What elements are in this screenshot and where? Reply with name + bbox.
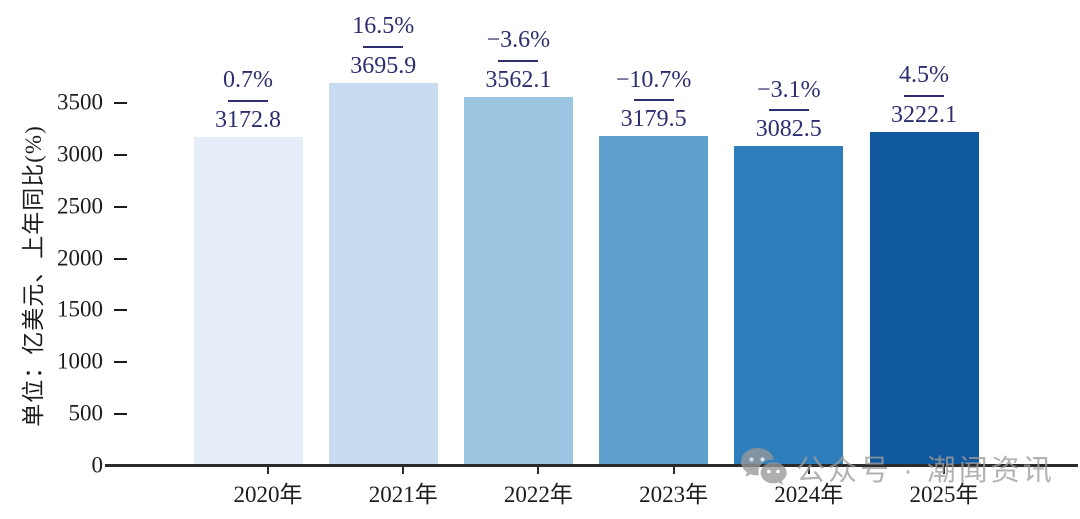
y-tick-label: 3500 — [57, 89, 103, 115]
growth-label: −10.7% — [615, 66, 692, 93]
annotation-divider — [768, 109, 809, 112]
x-tick-label: 2024年 — [774, 482, 844, 507]
bar-2020年 — [193, 136, 303, 466]
x-tick-label: 2020年 — [233, 482, 303, 507]
y-tick-label: 3000 — [57, 141, 103, 167]
bar-annotation: −3.1% 3082.5 — [714, 77, 864, 144]
bar-value-label: 3179.5 — [620, 106, 687, 133]
y-axis-title: 单位：亿美元、上年同比(%) — [21, 125, 46, 427]
bar-value-label: 3222.1 — [891, 101, 957, 128]
annotation-divider — [363, 45, 404, 48]
y-tick-mark — [114, 257, 127, 260]
y-tick-mark — [114, 413, 127, 416]
y-tick-label: 1000 — [57, 348, 103, 374]
bar-value-label: 3695.9 — [350, 52, 417, 79]
y-tick-mark — [114, 153, 127, 156]
x-tick-label: 2025年 — [909, 482, 979, 507]
bar-2023年 — [599, 136, 709, 466]
bar-annotation: 0.7% 3172.8 — [173, 67, 323, 134]
annotation-divider — [228, 100, 268, 103]
bar-2025年 — [869, 131, 979, 466]
bar-value-label: 3562.1 — [485, 66, 552, 93]
y-tick-label: 500 — [68, 400, 104, 426]
x-tick-mark — [672, 466, 675, 474]
x-axis-line — [105, 464, 1078, 467]
x-tick-mark — [402, 466, 405, 474]
x-tick-mark — [943, 466, 945, 474]
bar-annotation: −10.7% 3179.5 — [579, 67, 729, 134]
growth-label: 4.5% — [899, 62, 949, 89]
annotation-divider — [633, 99, 674, 102]
bar-annotation: 16.5% 3695.9 — [308, 13, 458, 80]
bar-2021年 — [328, 82, 438, 466]
y-tick-label: 1500 — [57, 297, 103, 323]
x-tick-mark — [537, 466, 540, 474]
bar-value-label: 3172.8 — [215, 107, 281, 134]
growth-label: 16.5% — [352, 12, 415, 39]
annotation-divider — [904, 94, 944, 97]
y-tick-mark — [114, 102, 127, 104]
x-tick-mark — [267, 466, 269, 474]
growth-label: −3.6% — [486, 26, 551, 53]
x-tick-label: 2022年 — [503, 482, 573, 507]
bar-annotation: 4.5% 3222.1 — [849, 62, 999, 129]
y-tick-label: 2500 — [57, 193, 103, 219]
x-tick-mark — [807, 466, 810, 474]
y-tick-label: 2000 — [57, 245, 103, 271]
growth-label: 0.7% — [223, 67, 273, 94]
x-tick-label: 2023年 — [639, 482, 709, 507]
y-tick-mark — [114, 205, 127, 208]
bar-value-label: 3082.5 — [755, 116, 822, 143]
bar-2024年 — [734, 146, 844, 466]
y-tick-label: 0 — [91, 452, 104, 478]
growth-label: −3.1% — [757, 76, 821, 103]
bar-annotation: −3.6% 3562.1 — [443, 27, 593, 94]
annotation-divider — [498, 59, 539, 62]
x-tick-label: 2021年 — [368, 482, 438, 507]
y-tick-mark — [114, 361, 127, 364]
y-tick-mark — [114, 309, 127, 312]
bar-2022年 — [463, 96, 573, 466]
